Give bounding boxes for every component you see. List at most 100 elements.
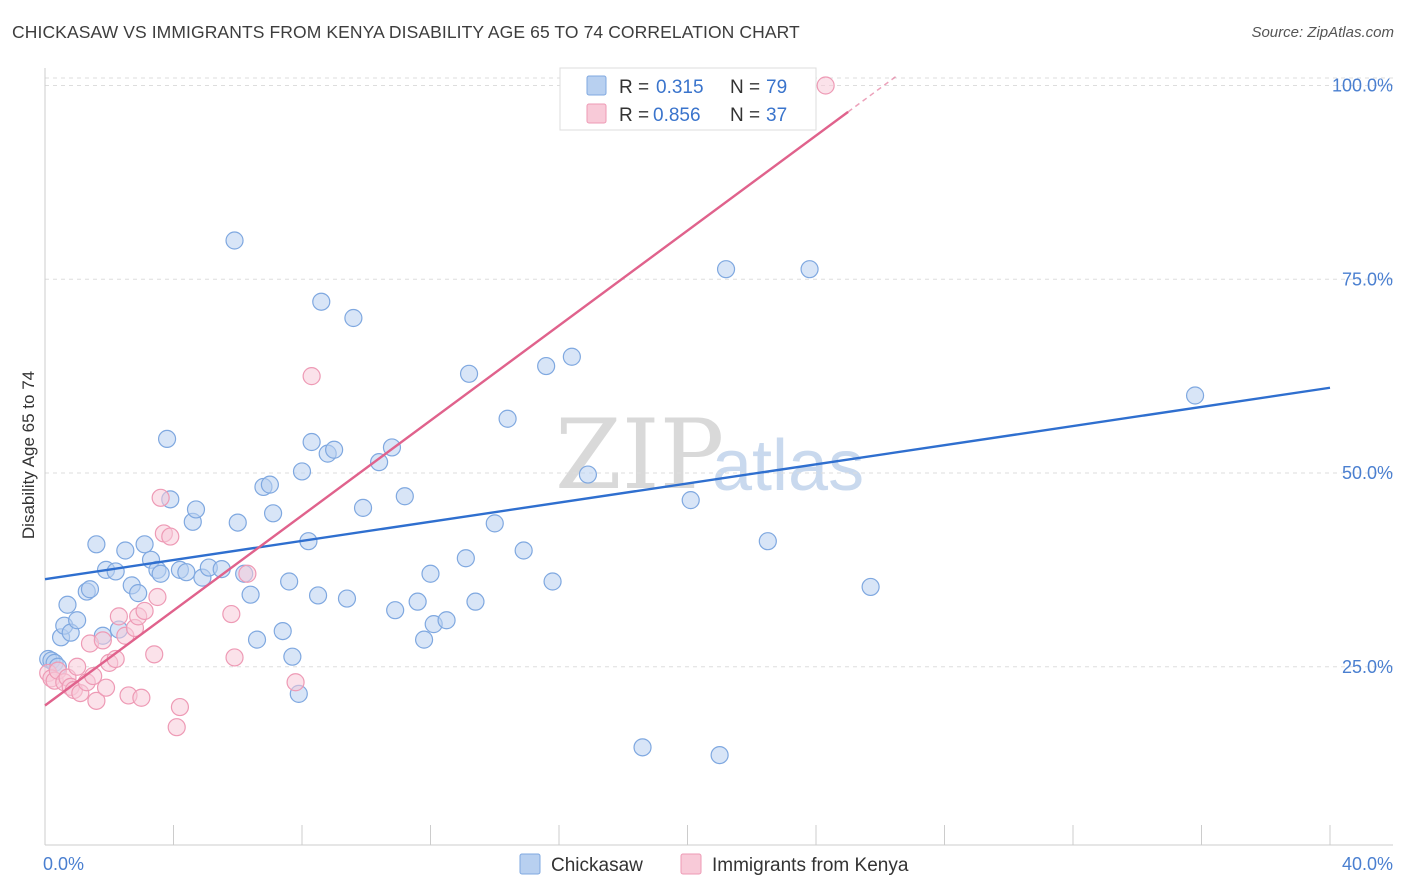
- chickasaw-point: [543, 572, 562, 591]
- chickasaw-point: [87, 535, 106, 554]
- kenya-point: [87, 691, 106, 710]
- chickasaw-point: [106, 562, 125, 581]
- chickasaw-point: [186, 500, 206, 519]
- chickasaw-point: [758, 532, 777, 551]
- chickasaw-point: [716, 260, 736, 279]
- chickasaw-point: [247, 630, 267, 649]
- x-tick-label: 40.0%: [1342, 854, 1393, 874]
- bottom-legend-chickasaw: Chickasaw: [551, 855, 643, 876]
- chickasaw-point: [157, 429, 177, 448]
- legend-n-label: N =: [730, 105, 760, 126]
- chickasaw-point: [537, 356, 556, 376]
- x-tick-labels: 0.0% 40.0%: [43, 854, 1393, 874]
- legend-swatch-chickasaw: [586, 75, 607, 96]
- chickasaw-point: [459, 364, 479, 383]
- chickasaw-point: [325, 440, 344, 459]
- x-tick-label: 0.0%: [43, 854, 84, 874]
- chickasaw-point: [308, 586, 328, 605]
- bottom-legend-swatch-chickasaw: [519, 853, 541, 875]
- legend-n-label: N =: [730, 77, 760, 98]
- kenya-trend-line: [44, 110, 849, 707]
- chickasaw-point: [273, 621, 292, 641]
- y-axis-label: Disability Age 65 to 74: [19, 371, 38, 539]
- kenya-point: [238, 564, 257, 583]
- bottom-legend-kenya: Immigrants from Kenya: [712, 855, 909, 876]
- chickasaw-point: [562, 347, 581, 366]
- chickasaw-point: [861, 577, 880, 597]
- kenya-point: [93, 631, 112, 650]
- chickasaw-point: [225, 231, 244, 250]
- legend-n-chickasaw: 79: [766, 77, 787, 98]
- legend-r-chickasaw: 0.315: [656, 77, 704, 98]
- chickasaw-point: [263, 504, 283, 523]
- chart-title: CHICKASAW VS IMMIGRANTS FROM KENYA DISAB…: [12, 22, 800, 42]
- kenya-point: [148, 587, 167, 607]
- chickasaw-point: [681, 491, 700, 510]
- chickasaw-point: [129, 584, 148, 603]
- watermark: ZIP atlas: [555, 399, 864, 511]
- legend-swatch-kenya: [586, 103, 607, 124]
- chickasaw-point: [710, 745, 729, 765]
- chickasaw-point: [228, 513, 247, 532]
- chickasaw-point: [633, 738, 652, 757]
- kenya-point: [816, 76, 835, 95]
- kenya-point: [161, 527, 180, 546]
- chickasaw-point: [498, 409, 517, 428]
- chickasaw-point: [800, 260, 819, 279]
- chickasaw-point: [386, 601, 405, 620]
- legend: R = 0.315 N = 79 R = 0.856 N = 37: [559, 67, 817, 131]
- y-tick-label: 75.0%: [1342, 269, 1393, 289]
- chickasaw-point: [456, 549, 475, 568]
- chickasaw-point: [414, 630, 434, 649]
- chickasaw-point: [280, 572, 299, 591]
- chickasaw-point: [408, 592, 427, 611]
- chickasaw-point: [370, 453, 389, 472]
- y-tick-label: 25.0%: [1342, 657, 1393, 677]
- watermark-zip: ZIP: [555, 399, 724, 511]
- kenya-point: [225, 648, 244, 667]
- bottom-legend-swatch-kenya: [680, 853, 702, 875]
- chickasaw-point: [292, 462, 312, 481]
- chickasaw-point: [260, 475, 279, 494]
- legend-r-kenya: 0.856: [653, 105, 701, 126]
- legend-n-kenya: 37: [766, 105, 787, 126]
- chickasaw-point: [312, 292, 331, 311]
- kenya-point: [302, 367, 321, 386]
- chickasaw-point: [1185, 386, 1205, 405]
- kenya-point: [135, 601, 154, 621]
- kenya-point: [170, 697, 190, 717]
- chickasaw-point: [466, 592, 485, 611]
- chickasaw-point: [395, 487, 414, 506]
- y-tick-labels: 25.0% 50.0% 75.0% 100.0%: [1332, 76, 1393, 677]
- kenya-point: [286, 673, 305, 692]
- kenya-point: [132, 688, 151, 707]
- kenya-point: [145, 645, 164, 664]
- chickasaw-point: [58, 595, 77, 614]
- chickasaw-point: [421, 564, 440, 583]
- data-points: [39, 76, 1205, 765]
- chickasaw-point: [80, 580, 100, 599]
- kenya-point: [96, 678, 116, 697]
- chickasaw-point: [302, 432, 321, 452]
- chickasaw-point: [135, 535, 154, 554]
- y-tick-label: 50.0%: [1342, 463, 1393, 483]
- kenya-trend-extension: [847, 75, 897, 113]
- chickasaw-point: [337, 589, 357, 608]
- kenya-point: [167, 718, 186, 737]
- chickasaw-point: [241, 585, 260, 604]
- y-tick-label: 100.0%: [1332, 76, 1393, 96]
- chickasaw-point: [485, 514, 504, 533]
- legend-r-label: R =: [619, 77, 649, 98]
- chickasaw-point: [578, 465, 598, 484]
- chickasaw-point: [344, 308, 363, 328]
- kenya-point: [222, 604, 241, 624]
- legend-r-label: R =: [619, 105, 649, 126]
- chickasaw-point: [283, 647, 302, 666]
- chickasaw-point: [116, 541, 135, 560]
- chickasaw-point: [151, 564, 170, 583]
- kenya-point: [151, 488, 170, 507]
- watermark-atlas: atlas: [712, 426, 864, 506]
- chickasaw-point: [514, 541, 533, 560]
- chickasaw-point: [437, 611, 456, 630]
